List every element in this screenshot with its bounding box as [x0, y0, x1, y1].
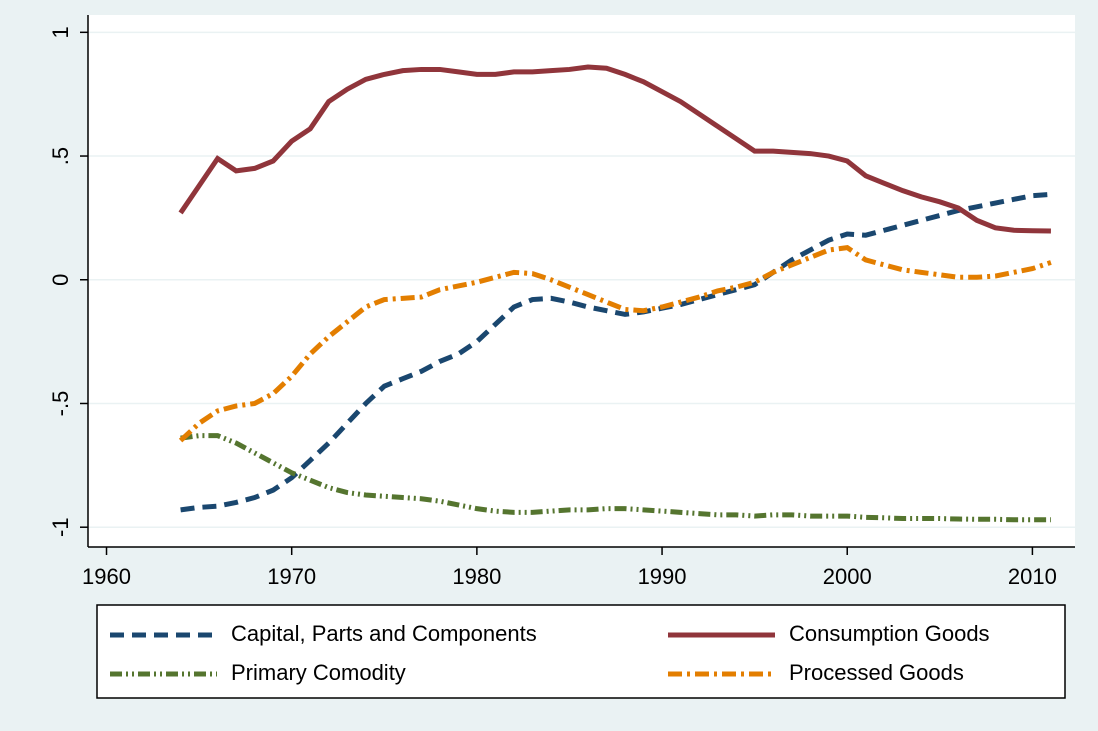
series-line: [180, 191, 1052, 513]
series-line: [178, 244, 1052, 443]
x-tick-label: 1960: [82, 564, 131, 589]
y-tick-label: -1: [48, 517, 73, 537]
legend-label: Primary Comodity: [231, 660, 406, 685]
x-tick-label: 1980: [452, 564, 501, 589]
x-tick-label: 2010: [1008, 564, 1057, 589]
x-tick-label: 1990: [638, 564, 687, 589]
y-tick-label: -.5: [48, 391, 73, 417]
x-tick-label: 2000: [823, 564, 872, 589]
series-line: [178, 64, 1051, 234]
legend-label: Consumption Goods: [789, 621, 990, 646]
plot-area: [88, 15, 1075, 547]
legend-label: Processed Goods: [789, 660, 964, 685]
x-tick-label: 1970: [267, 564, 316, 589]
legend-label: Capital, Parts and Components: [231, 621, 537, 646]
y-tick-label: 1: [48, 26, 73, 38]
y-tick-label: 0: [48, 274, 73, 286]
legend-box: [96, 604, 1066, 699]
y-tick-label: .5: [48, 147, 73, 165]
series-line: [180, 433, 1051, 523]
